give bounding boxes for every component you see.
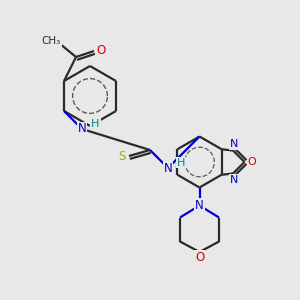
Text: N: N (195, 199, 204, 212)
Text: N: N (78, 122, 86, 136)
Text: N: N (230, 175, 239, 185)
Text: N: N (164, 161, 172, 175)
Text: O: O (248, 157, 256, 167)
Text: S: S (119, 149, 126, 163)
Text: CH₃: CH₃ (41, 36, 61, 46)
Text: O: O (195, 251, 204, 264)
Text: H: H (177, 158, 186, 168)
Text: H: H (91, 118, 100, 129)
Text: O: O (96, 44, 105, 58)
Text: N: N (230, 139, 239, 149)
